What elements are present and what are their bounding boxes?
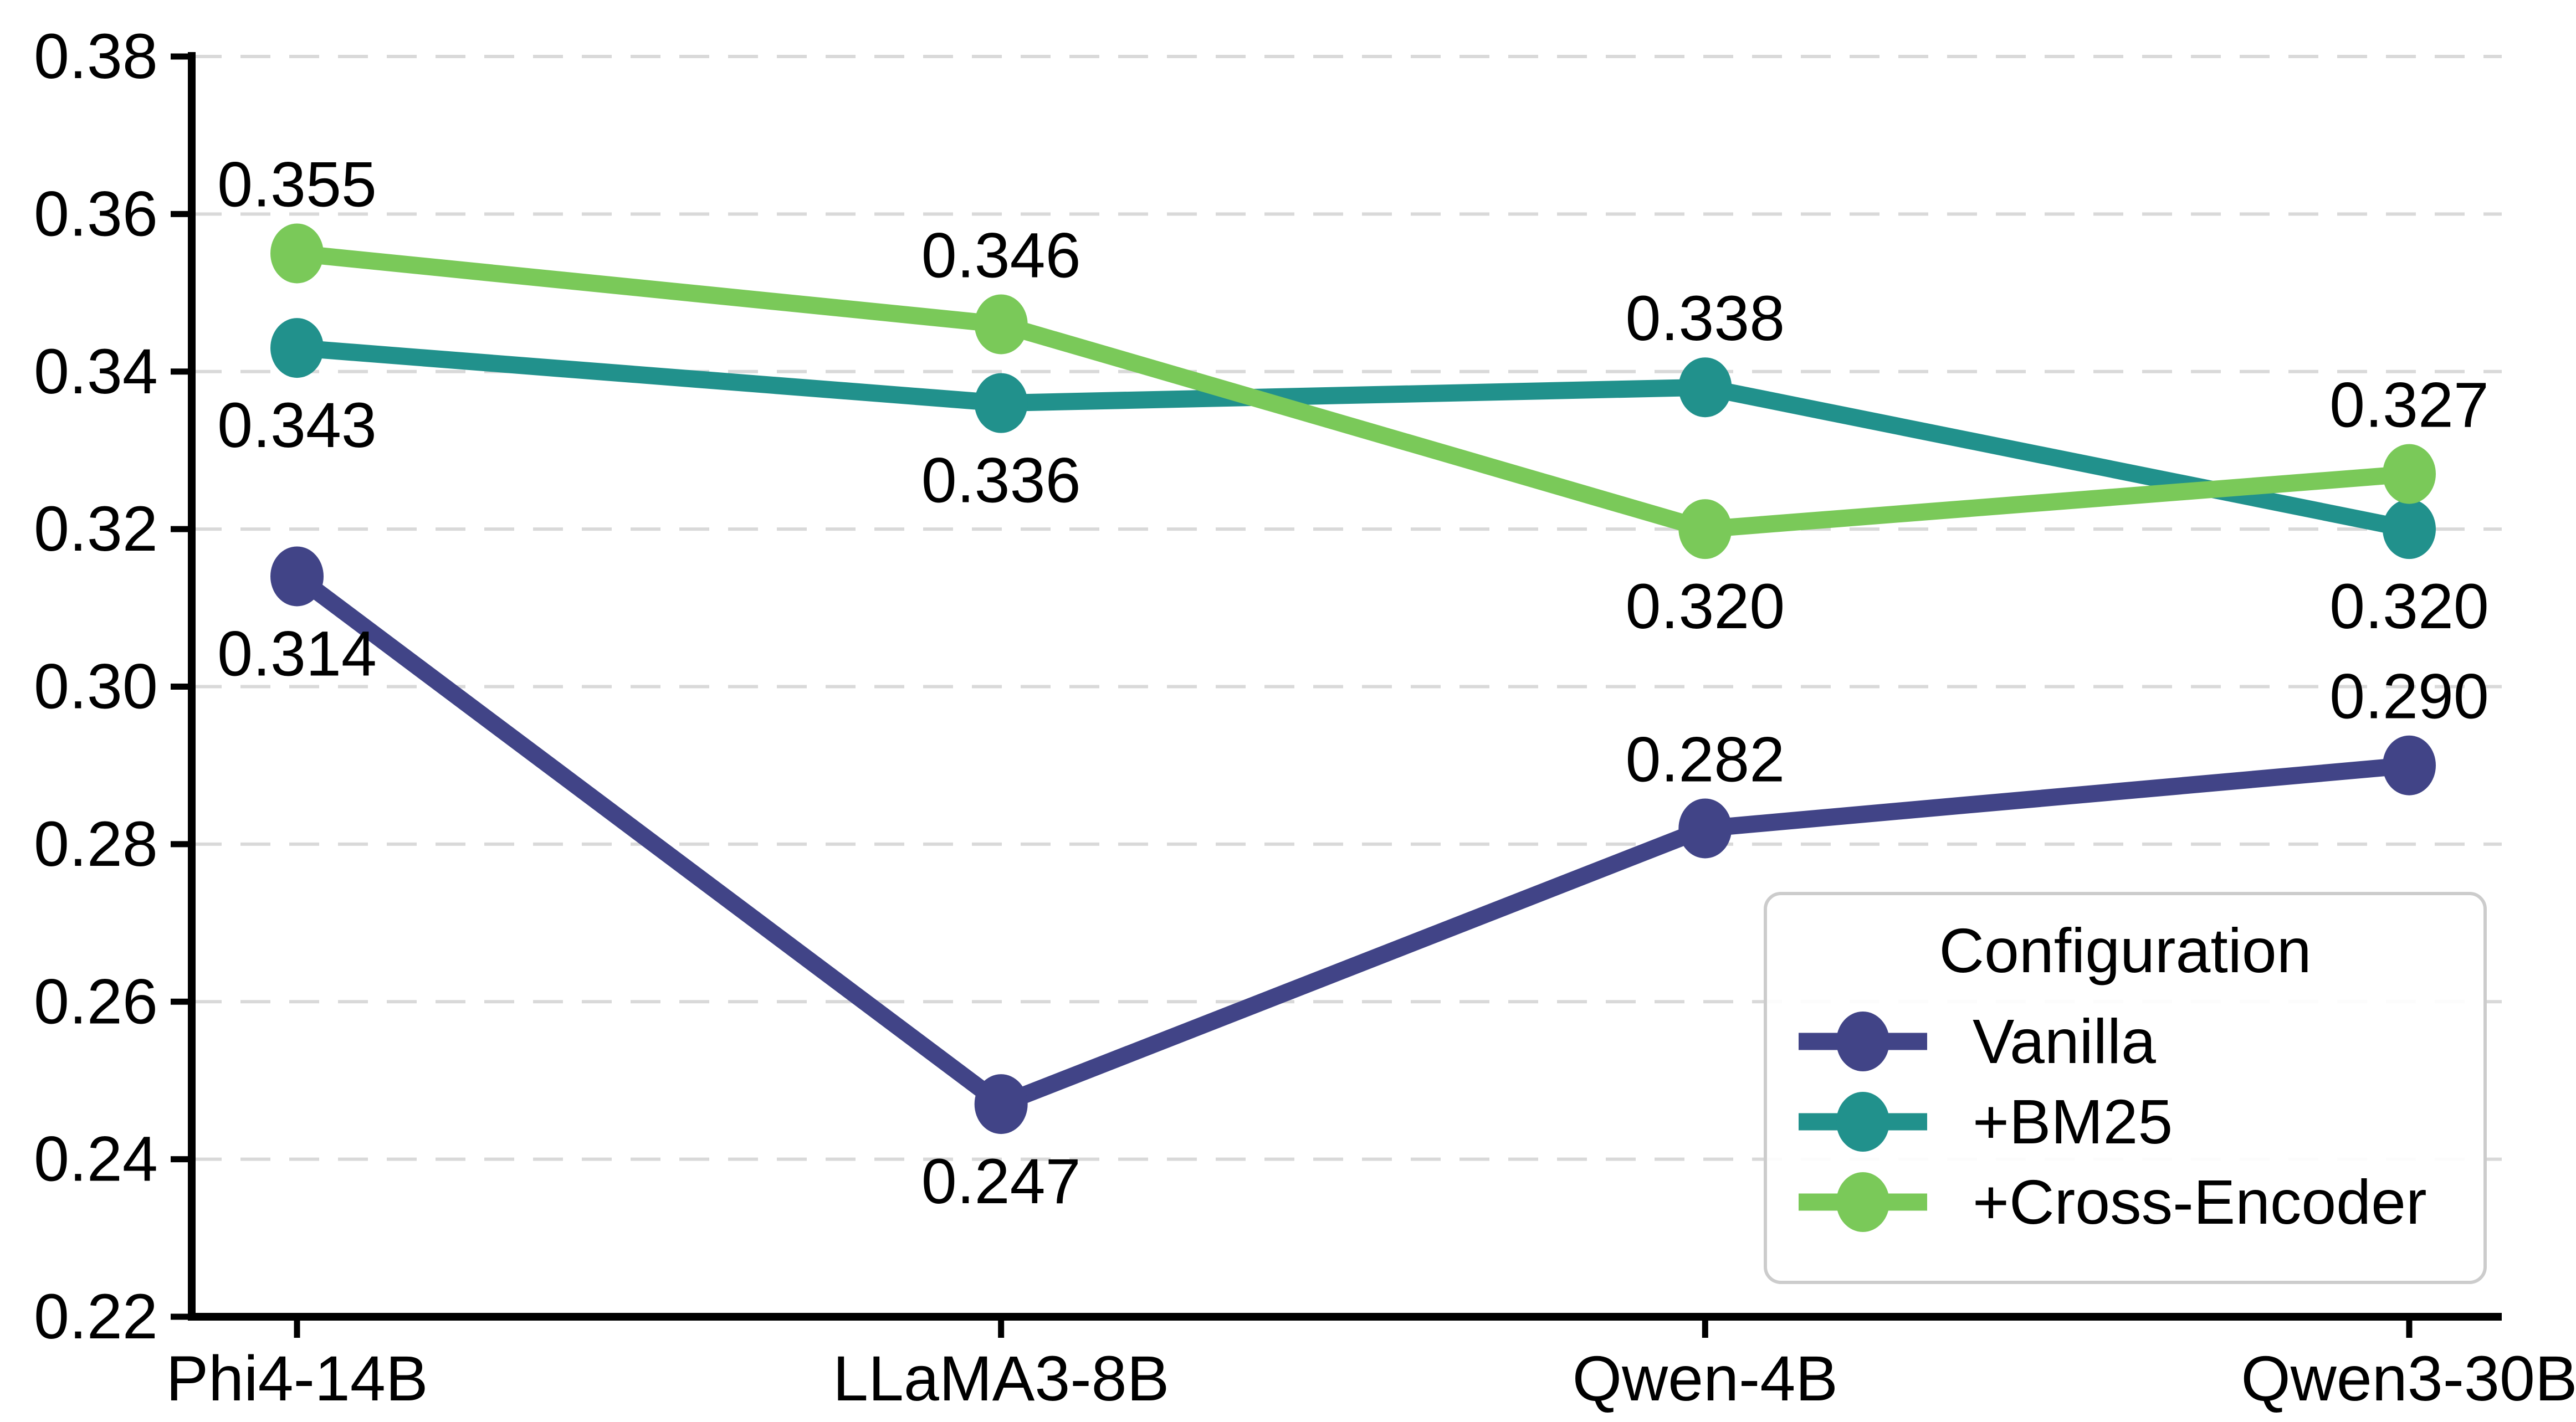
data-point xyxy=(1678,798,1732,859)
data-point xyxy=(2383,735,2436,795)
data-point xyxy=(270,223,324,284)
y-tick-label: 0.36 xyxy=(34,178,158,249)
data-point-label: 0.336 xyxy=(921,445,1081,516)
data-point-label: 0.355 xyxy=(217,149,377,220)
y-tick-label: 0.34 xyxy=(34,336,158,407)
x-tick-label: Phi4-14B xyxy=(166,1343,428,1414)
y-tick-label: 0.38 xyxy=(34,21,158,92)
y-tick-label: 0.30 xyxy=(34,651,158,722)
data-point-label: 0.314 xyxy=(217,618,377,689)
data-point-label: 0.346 xyxy=(921,220,1081,291)
data-point xyxy=(270,318,324,378)
y-tick-label: 0.28 xyxy=(34,809,158,880)
legend-marker-dot xyxy=(1836,1172,1889,1232)
series-line--bm25 xyxy=(296,339,2411,538)
y-tick-labels: 0.22 0.24 0.26 0.28 0.30 0.32 0.34 0.36 0.38 xyxy=(34,21,158,1352)
data-point-labels: 0.314 0.247 0.282 0.290 0.343 0.336 0.338 0.320… xyxy=(217,149,2489,1217)
series-line-vanilla xyxy=(291,569,2410,1113)
data-point-label: 0.290 xyxy=(2329,661,2489,732)
legend: Configuration Vanilla +BM25 +Cross-Encoder xyxy=(1764,892,2487,1284)
data-point-label: 0.343 xyxy=(217,390,377,461)
legend-marker-dot xyxy=(1836,1012,1889,1071)
data-point xyxy=(974,373,1028,433)
data-point xyxy=(974,1074,1028,1134)
data-point xyxy=(2383,499,2436,559)
legend-item-label: Vanilla xyxy=(1973,1007,2156,1076)
legend-box xyxy=(1764,892,2487,1284)
legend-marker-dot xyxy=(1836,1092,1889,1152)
legend-title: Configuration xyxy=(1939,916,2311,985)
series-lines xyxy=(270,223,2436,1134)
data-point xyxy=(1678,357,1732,418)
data-point xyxy=(974,294,1028,355)
x-tick-label: Qwen-4B xyxy=(1573,1343,1838,1414)
legend-item-label: +Cross-Encoder xyxy=(1973,1167,2427,1237)
y-tick-label: 0.26 xyxy=(34,966,158,1037)
y-tick-label: 0.24 xyxy=(34,1124,158,1195)
data-point-label: 0.327 xyxy=(2329,370,2489,441)
x-tick-label: Qwen3-30B xyxy=(2241,1343,2576,1414)
data-point-label: 0.282 xyxy=(1625,724,1785,795)
series-line--cross-encoder xyxy=(296,245,2410,538)
axes xyxy=(171,52,2502,1338)
data-point xyxy=(270,546,324,607)
x-tick-labels: Phi4-14B LLaMA3-8B Qwen-4B Qwen3-30B xyxy=(166,1343,2576,1414)
legend-item-label: +BM25 xyxy=(1973,1087,2173,1157)
y-tick-label: 0.32 xyxy=(34,494,158,564)
x-tick-label: LLaMA3-8B xyxy=(833,1343,1169,1414)
data-point-label: 0.320 xyxy=(2329,571,2489,642)
data-point xyxy=(2383,444,2436,504)
data-point-label: 0.338 xyxy=(1625,283,1785,354)
data-point-label: 0.247 xyxy=(921,1146,1081,1217)
data-point xyxy=(1678,499,1732,559)
data-point-label: 0.320 xyxy=(1625,571,1785,642)
y-tick-label: 0.22 xyxy=(34,1281,158,1352)
